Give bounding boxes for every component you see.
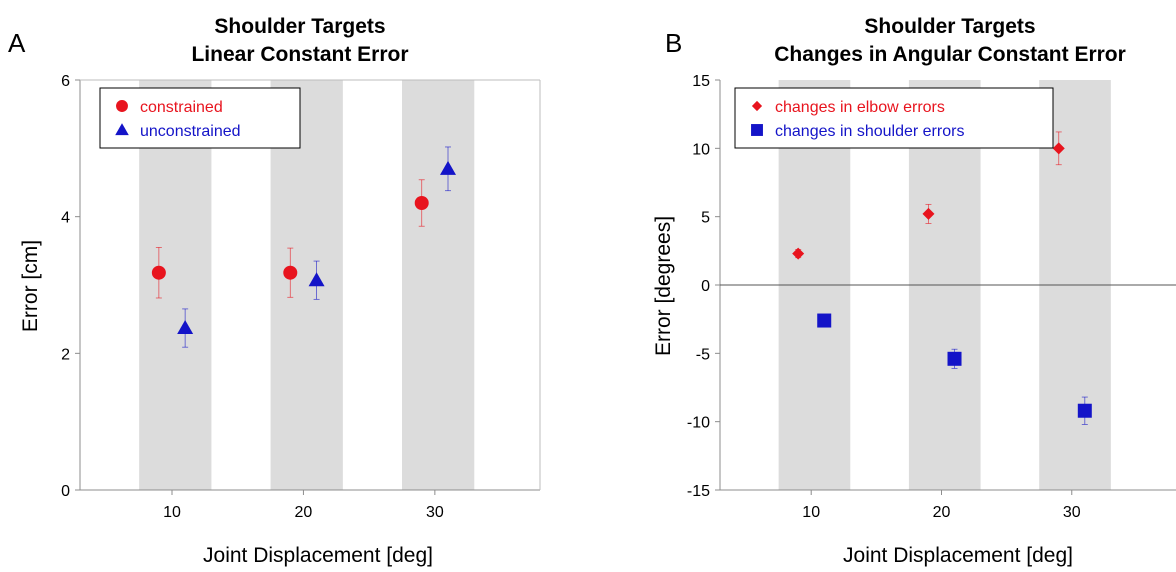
legend-label: constrained xyxy=(140,99,223,116)
panel-a-title-line1: Shoulder Targets xyxy=(214,15,385,38)
legend-label: unconstrained xyxy=(140,123,241,140)
x-tick-label: 30 xyxy=(1063,504,1081,521)
data-point xyxy=(308,272,325,287)
data-point xyxy=(1077,403,1092,418)
panel-a-letter: A xyxy=(8,28,26,58)
y-tick-label: 5 xyxy=(701,210,710,227)
data-point xyxy=(817,313,832,328)
y-tick-label: 0 xyxy=(61,483,70,500)
panel-b: B Shoulder Targets Changes in Angular Co… xyxy=(652,15,1176,567)
data-point xyxy=(177,320,194,335)
x-tick-label: 10 xyxy=(802,504,820,521)
panel-a: A Shoulder Targets Linear Constant Error… xyxy=(8,15,541,567)
data-point xyxy=(947,351,962,366)
data-point xyxy=(922,207,935,220)
panel-a-title-line2: Linear Constant Error xyxy=(191,43,408,66)
data-point xyxy=(151,265,166,280)
legend-label: changes in elbow errors xyxy=(775,99,945,116)
panel-a-plot-area: 0 2 4 6 10 20 30 constrained unconstrained xyxy=(61,73,541,521)
legend-marker xyxy=(116,100,128,112)
y-tick-label: 15 xyxy=(692,73,710,90)
x-tick-label: 20 xyxy=(295,504,313,521)
y-tick-label: 4 xyxy=(61,210,70,227)
legend-box xyxy=(734,87,1054,149)
y-tick-label: -10 xyxy=(687,415,710,432)
y-tick-label: -15 xyxy=(687,483,710,500)
legend-box xyxy=(99,87,301,149)
data-point xyxy=(792,247,805,260)
panel-a-x-axis-label: Joint Displacement [deg] xyxy=(203,544,433,567)
x-tick-label: 30 xyxy=(426,504,444,521)
y-tick-label: 6 xyxy=(61,73,70,90)
panel-b-plot-area: -15 -10 -5 0 5 10 15 10 20 30 changes in elbow err… xyxy=(687,73,1176,521)
shaded-band xyxy=(402,80,475,490)
legend-marker xyxy=(751,124,763,136)
panel-b-letter: B xyxy=(665,28,682,58)
panel-b-x-axis-label: Joint Displacement [deg] xyxy=(843,544,1073,567)
panel-b-y-axis-label: Error [degrees] xyxy=(652,216,675,356)
data-point xyxy=(283,265,298,280)
data-point xyxy=(1052,142,1065,155)
panel-b-title-line1: Shoulder Targets xyxy=(864,15,1035,38)
data-point xyxy=(440,160,456,175)
y-tick-label: 0 xyxy=(701,278,710,295)
x-tick-label: 20 xyxy=(933,504,951,521)
panel-a-y-axis-label: Error [cm] xyxy=(19,240,42,332)
legend-marker xyxy=(115,123,129,136)
y-tick-label: 2 xyxy=(61,346,70,363)
x-tick-label: 10 xyxy=(163,504,181,521)
legend-marker xyxy=(751,100,763,112)
panel-b-title-line2: Changes in Angular Constant Error xyxy=(774,43,1126,66)
y-tick-label: 10 xyxy=(692,141,710,158)
data-point xyxy=(414,196,429,210)
legend-label: changes in shoulder errors xyxy=(775,123,964,140)
y-tick-label: -5 xyxy=(696,346,710,363)
